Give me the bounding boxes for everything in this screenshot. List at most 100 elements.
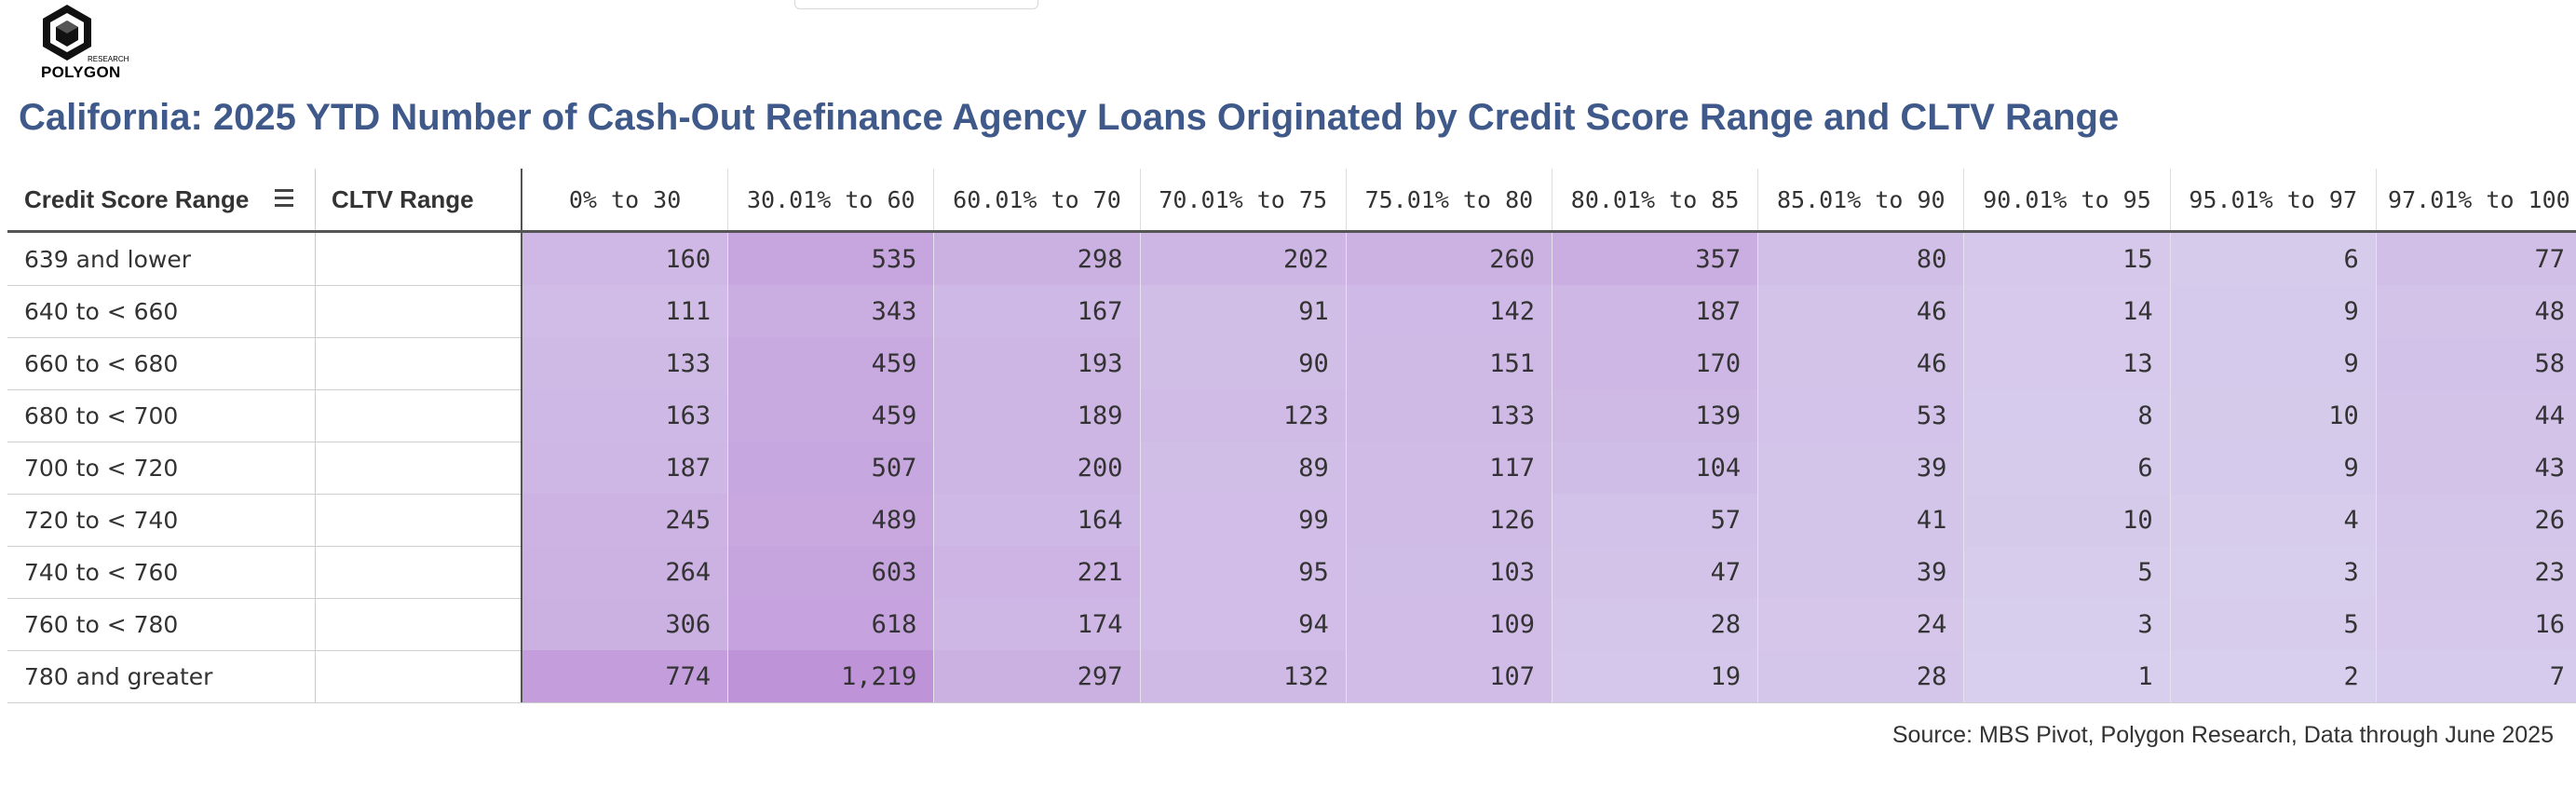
table-cell[interactable]: 80 (1757, 233, 1964, 285)
column-header[interactable]: 0% to 30 (522, 169, 727, 230)
table-cell[interactable]: 260 (1345, 233, 1552, 285)
table-cell[interactable]: 202 (1139, 233, 1346, 285)
column-dimension-header[interactable]: CLTV Range (332, 184, 474, 213)
table-cell[interactable]: 4 (2169, 494, 2376, 546)
table-cell[interactable]: 26 (2375, 494, 2576, 546)
table-cell[interactable]: 89 (1139, 442, 1346, 494)
column-header[interactable]: 60.01% to 70 (933, 169, 1139, 230)
table-cell[interactable]: 1,219 (727, 650, 934, 702)
column-header[interactable]: 80.01% to 85 (1552, 169, 1757, 230)
table-cell[interactable]: 2 (2169, 650, 2376, 702)
table-cell[interactable]: 142 (1345, 285, 1552, 337)
table-cell[interactable]: 132 (1139, 650, 1346, 702)
column-header[interactable]: 90.01% to 95 (1963, 169, 2169, 230)
table-cell[interactable]: 10 (1963, 494, 2170, 546)
table-cell[interactable]: 47 (1552, 546, 1758, 598)
table-cell[interactable]: 343 (727, 285, 934, 337)
table-cell[interactable]: 53 (1757, 389, 1964, 442)
table-cell[interactable]: 459 (727, 337, 934, 389)
row-label[interactable]: 740 to < 760 (24, 558, 179, 586)
row-label[interactable]: 700 to < 720 (24, 454, 179, 482)
row-label[interactable]: 720 to < 740 (24, 506, 179, 534)
table-cell[interactable]: 14 (1963, 285, 2170, 337)
table-cell[interactable]: 16 (2375, 598, 2576, 650)
table-cell[interactable]: 94 (1139, 598, 1346, 650)
table-cell[interactable]: 44 (2375, 389, 2576, 442)
table-cell[interactable]: 489 (727, 494, 934, 546)
menu-icon[interactable] (273, 186, 297, 211)
table-cell[interactable]: 109 (1345, 598, 1552, 650)
table-cell[interactable]: 5 (1963, 546, 2170, 598)
table-cell[interactable]: 24 (1757, 598, 1964, 650)
table-cell[interactable]: 103 (1345, 546, 1552, 598)
table-cell[interactable]: 535 (727, 233, 934, 285)
table-cell[interactable]: 221 (933, 546, 1140, 598)
table-cell[interactable]: 164 (933, 494, 1140, 546)
table-cell[interactable]: 15 (1963, 233, 2170, 285)
table-cell[interactable]: 160 (522, 233, 728, 285)
column-header[interactable]: 85.01% to 90 (1757, 169, 1963, 230)
table-cell[interactable]: 28 (1757, 650, 1964, 702)
table-cell[interactable]: 10 (2169, 389, 2376, 442)
row-label[interactable]: 640 to < 660 (24, 297, 179, 325)
table-cell[interactable]: 200 (933, 442, 1140, 494)
table-cell[interactable]: 9 (2169, 442, 2376, 494)
table-cell[interactable]: 58 (2375, 337, 2576, 389)
table-cell[interactable]: 189 (933, 389, 1140, 442)
column-header[interactable]: 30.01% to 60 (727, 169, 933, 230)
row-label[interactable]: 680 to < 700 (24, 401, 179, 429)
table-cell[interactable]: 298 (933, 233, 1140, 285)
row-dimension-header[interactable]: Credit Score Range (24, 184, 250, 213)
table-cell[interactable]: 1 (1963, 650, 2170, 702)
column-header[interactable]: 95.01% to 97 (2169, 169, 2376, 230)
table-cell[interactable]: 123 (1139, 389, 1346, 442)
table-cell[interactable]: 43 (2375, 442, 2576, 494)
table-cell[interactable]: 111 (522, 285, 728, 337)
table-cell[interactable]: 133 (522, 337, 728, 389)
table-cell[interactable]: 6 (2169, 233, 2376, 285)
table-cell[interactable]: 459 (727, 389, 934, 442)
table-cell[interactable]: 139 (1552, 389, 1758, 442)
table-cell[interactable]: 170 (1552, 337, 1758, 389)
table-cell[interactable]: 99 (1139, 494, 1346, 546)
table-cell[interactable]: 603 (727, 546, 934, 598)
table-cell[interactable]: 7 (2375, 650, 2576, 702)
row-label[interactable]: 660 to < 680 (24, 349, 179, 377)
table-cell[interactable]: 133 (1345, 389, 1552, 442)
column-header[interactable]: 97.01% to 100 (2375, 169, 2576, 230)
table-cell[interactable]: 245 (522, 494, 728, 546)
table-cell[interactable]: 297 (933, 650, 1140, 702)
table-cell[interactable]: 91 (1139, 285, 1346, 337)
table-cell[interactable]: 618 (727, 598, 934, 650)
table-cell[interactable]: 8 (1963, 389, 2170, 442)
table-cell[interactable]: 9 (2169, 337, 2376, 389)
table-cell[interactable]: 187 (522, 442, 728, 494)
column-header[interactable]: 70.01% to 75 (1139, 169, 1346, 230)
top-tab-handle[interactable] (794, 0, 1038, 9)
table-cell[interactable]: 306 (522, 598, 728, 650)
table-cell[interactable]: 264 (522, 546, 728, 598)
table-cell[interactable]: 41 (1757, 494, 1964, 546)
table-cell[interactable]: 117 (1345, 442, 1552, 494)
table-cell[interactable]: 3 (2169, 546, 2376, 598)
table-cell[interactable]: 46 (1757, 337, 1964, 389)
table-cell[interactable]: 28 (1552, 598, 1758, 650)
table-cell[interactable]: 107 (1345, 650, 1552, 702)
table-cell[interactable]: 39 (1757, 546, 1964, 598)
table-cell[interactable]: 6 (1963, 442, 2170, 494)
table-cell[interactable]: 39 (1757, 442, 1964, 494)
table-cell[interactable]: 104 (1552, 442, 1758, 494)
table-cell[interactable]: 5 (2169, 598, 2376, 650)
table-cell[interactable]: 77 (2375, 233, 2576, 285)
table-cell[interactable]: 48 (2375, 285, 2576, 337)
table-cell[interactable]: 174 (933, 598, 1140, 650)
row-label[interactable]: 639 and lower (24, 245, 191, 273)
table-cell[interactable]: 507 (727, 442, 934, 494)
table-cell[interactable]: 151 (1345, 337, 1552, 389)
table-cell[interactable]: 57 (1552, 494, 1758, 546)
table-cell[interactable]: 46 (1757, 285, 1964, 337)
table-cell[interactable]: 3 (1963, 598, 2170, 650)
table-cell[interactable]: 163 (522, 389, 728, 442)
table-cell[interactable]: 167 (933, 285, 1140, 337)
table-cell[interactable]: 774 (522, 650, 728, 702)
